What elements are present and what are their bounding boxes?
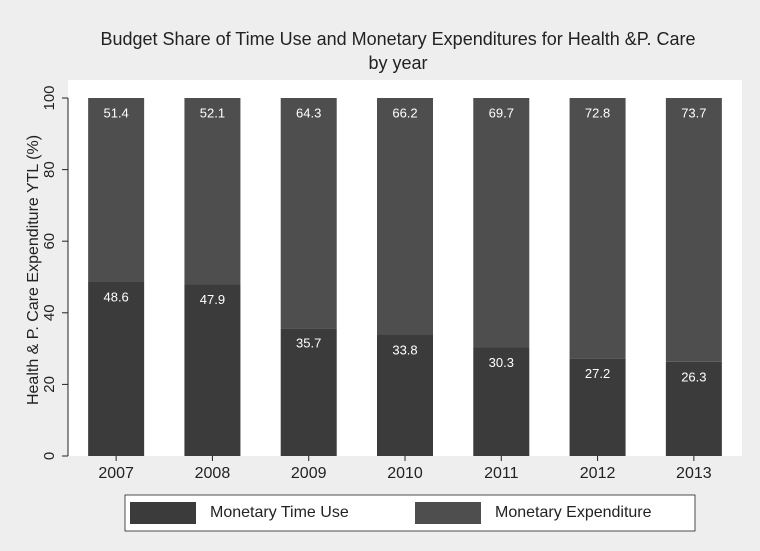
- value-label: 51.4: [103, 105, 128, 120]
- chart-title: Budget Share of Time Use and Monetary Ex…: [101, 29, 696, 49]
- x-tick-label: 2007: [98, 465, 134, 482]
- y-tick-label: 20: [41, 376, 58, 393]
- bar-segment: [473, 98, 530, 348]
- bar-segment: [184, 284, 241, 456]
- bar-segment: [280, 328, 337, 456]
- bar-segment: [377, 98, 433, 335]
- x-tick-label: 2008: [195, 465, 231, 482]
- x-tick-label: 2011: [484, 465, 519, 482]
- value-label: 35.7: [296, 336, 321, 351]
- value-label: 69.7: [489, 105, 514, 120]
- y-tick-label: 80: [41, 161, 58, 178]
- bar-segment: [377, 334, 433, 456]
- value-label: 73.7: [681, 105, 706, 120]
- y-axis-label: Health & P. Care Expenditure YTL (%): [25, 135, 42, 405]
- y-tick-label: 100: [41, 85, 58, 110]
- value-label: 66.2: [392, 105, 417, 120]
- bar-segment: [473, 347, 530, 456]
- legend: [124, 494, 696, 532]
- y-tick-label: 40: [41, 304, 58, 321]
- legend-swatch: [130, 502, 196, 524]
- value-label: 52.1: [200, 105, 225, 120]
- value-label: 27.2: [585, 366, 610, 381]
- bar-segment: [569, 358, 626, 456]
- x-tick-label: 2012: [580, 465, 616, 482]
- x-tick-label: 2013: [676, 465, 712, 482]
- value-label: 30.3: [489, 355, 514, 370]
- y-tick-label: 0: [41, 452, 58, 460]
- x-tick-label: 2009: [291, 465, 327, 482]
- bar-segment: [88, 282, 145, 456]
- bar-segment: [665, 98, 722, 362]
- legend-swatch: [415, 502, 481, 524]
- legend-label: Monetary Time Use: [210, 504, 349, 521]
- legend-label: Monetary Expenditure: [495, 504, 652, 521]
- bar-segment: [280, 98, 337, 329]
- value-label: 72.8: [585, 105, 610, 120]
- bar-segment: [88, 98, 145, 283]
- value-label: 48.6: [103, 289, 128, 304]
- bar-segment: [569, 98, 626, 359]
- chart-subtitle: by year: [368, 53, 427, 73]
- value-label: 47.9: [200, 292, 225, 307]
- bar-segment: [184, 98, 241, 285]
- bar-segment: [665, 361, 722, 456]
- y-tick-label: 60: [41, 233, 58, 250]
- value-label: 26.3: [681, 369, 706, 384]
- x-tick-label: 2010: [387, 465, 423, 482]
- value-label: 33.8: [392, 342, 417, 357]
- value-label: 64.3: [296, 105, 321, 120]
